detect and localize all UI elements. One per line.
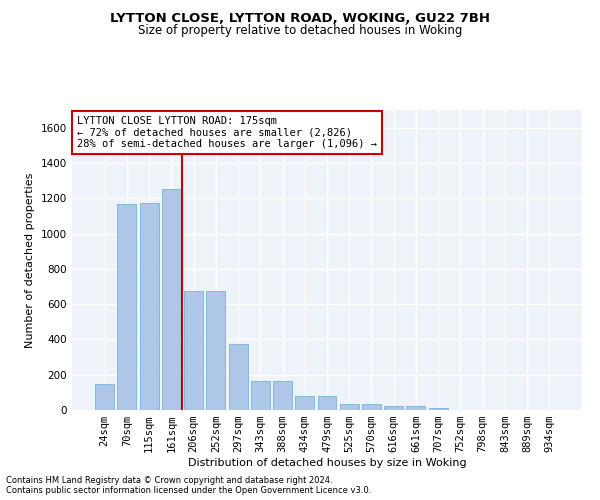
Bar — [295, 396, 314, 410]
Bar — [251, 381, 270, 410]
Text: Contains public sector information licensed under the Open Government Licence v3: Contains public sector information licen… — [6, 486, 371, 495]
Bar — [118, 204, 136, 410]
Bar — [273, 381, 292, 410]
Bar — [340, 404, 359, 410]
Bar — [362, 404, 381, 410]
Y-axis label: Number of detached properties: Number of detached properties — [25, 172, 35, 348]
Text: Size of property relative to detached houses in Woking: Size of property relative to detached ho… — [138, 24, 462, 37]
Bar — [162, 188, 181, 410]
Text: Contains HM Land Registry data © Crown copyright and database right 2024.: Contains HM Land Registry data © Crown c… — [6, 476, 332, 485]
Text: LYTTON CLOSE LYTTON ROAD: 175sqm
← 72% of detached houses are smaller (2,826)
28: LYTTON CLOSE LYTTON ROAD: 175sqm ← 72% o… — [77, 116, 377, 149]
Bar — [429, 408, 448, 410]
Text: LYTTON CLOSE, LYTTON ROAD, WOKING, GU22 7BH: LYTTON CLOSE, LYTTON ROAD, WOKING, GU22 … — [110, 12, 490, 26]
Bar — [140, 202, 158, 410]
Bar — [184, 291, 203, 410]
Bar — [406, 406, 425, 410]
Bar — [384, 406, 403, 410]
Bar — [206, 291, 225, 410]
Bar — [317, 396, 337, 410]
Bar — [95, 384, 114, 410]
X-axis label: Distribution of detached houses by size in Woking: Distribution of detached houses by size … — [188, 458, 466, 468]
Bar — [229, 344, 248, 410]
